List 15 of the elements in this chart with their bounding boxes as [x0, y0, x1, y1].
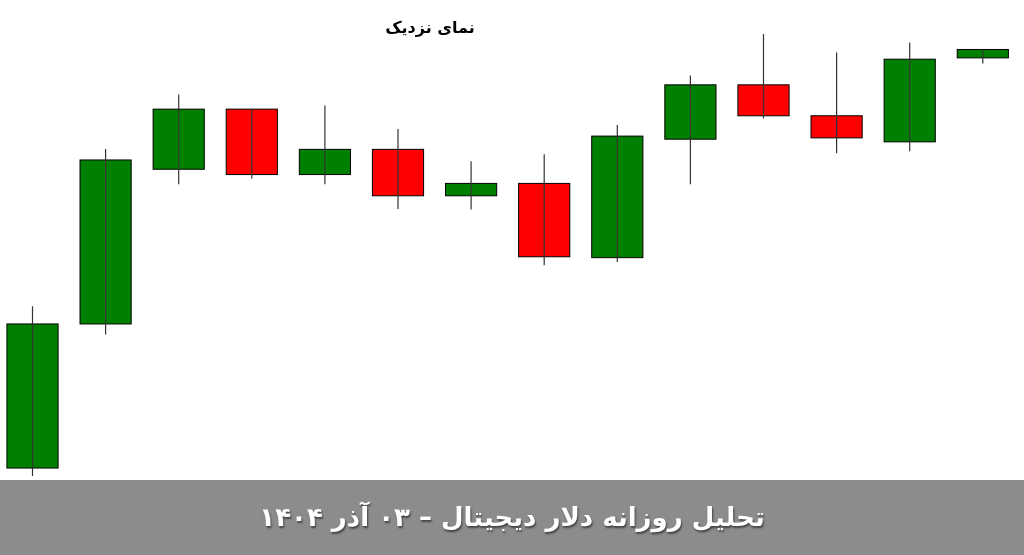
- chart-title: نمای نزدیک: [385, 17, 475, 37]
- candlestick: [445, 160, 498, 211]
- candlestick: [225, 108, 278, 180]
- candlestick: [298, 105, 351, 185]
- candlestick: [664, 74, 717, 185]
- candlestick: [591, 124, 644, 263]
- candlestick: [79, 148, 132, 336]
- candlestick: [6, 305, 59, 477]
- candlestick: [152, 93, 205, 185]
- candlestick: [518, 153, 571, 266]
- candlestick: [810, 51, 863, 154]
- candlestick: [371, 128, 425, 210]
- candlestick: [737, 33, 790, 120]
- candlestick: [883, 41, 936, 152]
- text: تحلیل روزانه دلار دیجیتال – ۰۳ آذر ۱۴۰۴: [0, 480, 1024, 555]
